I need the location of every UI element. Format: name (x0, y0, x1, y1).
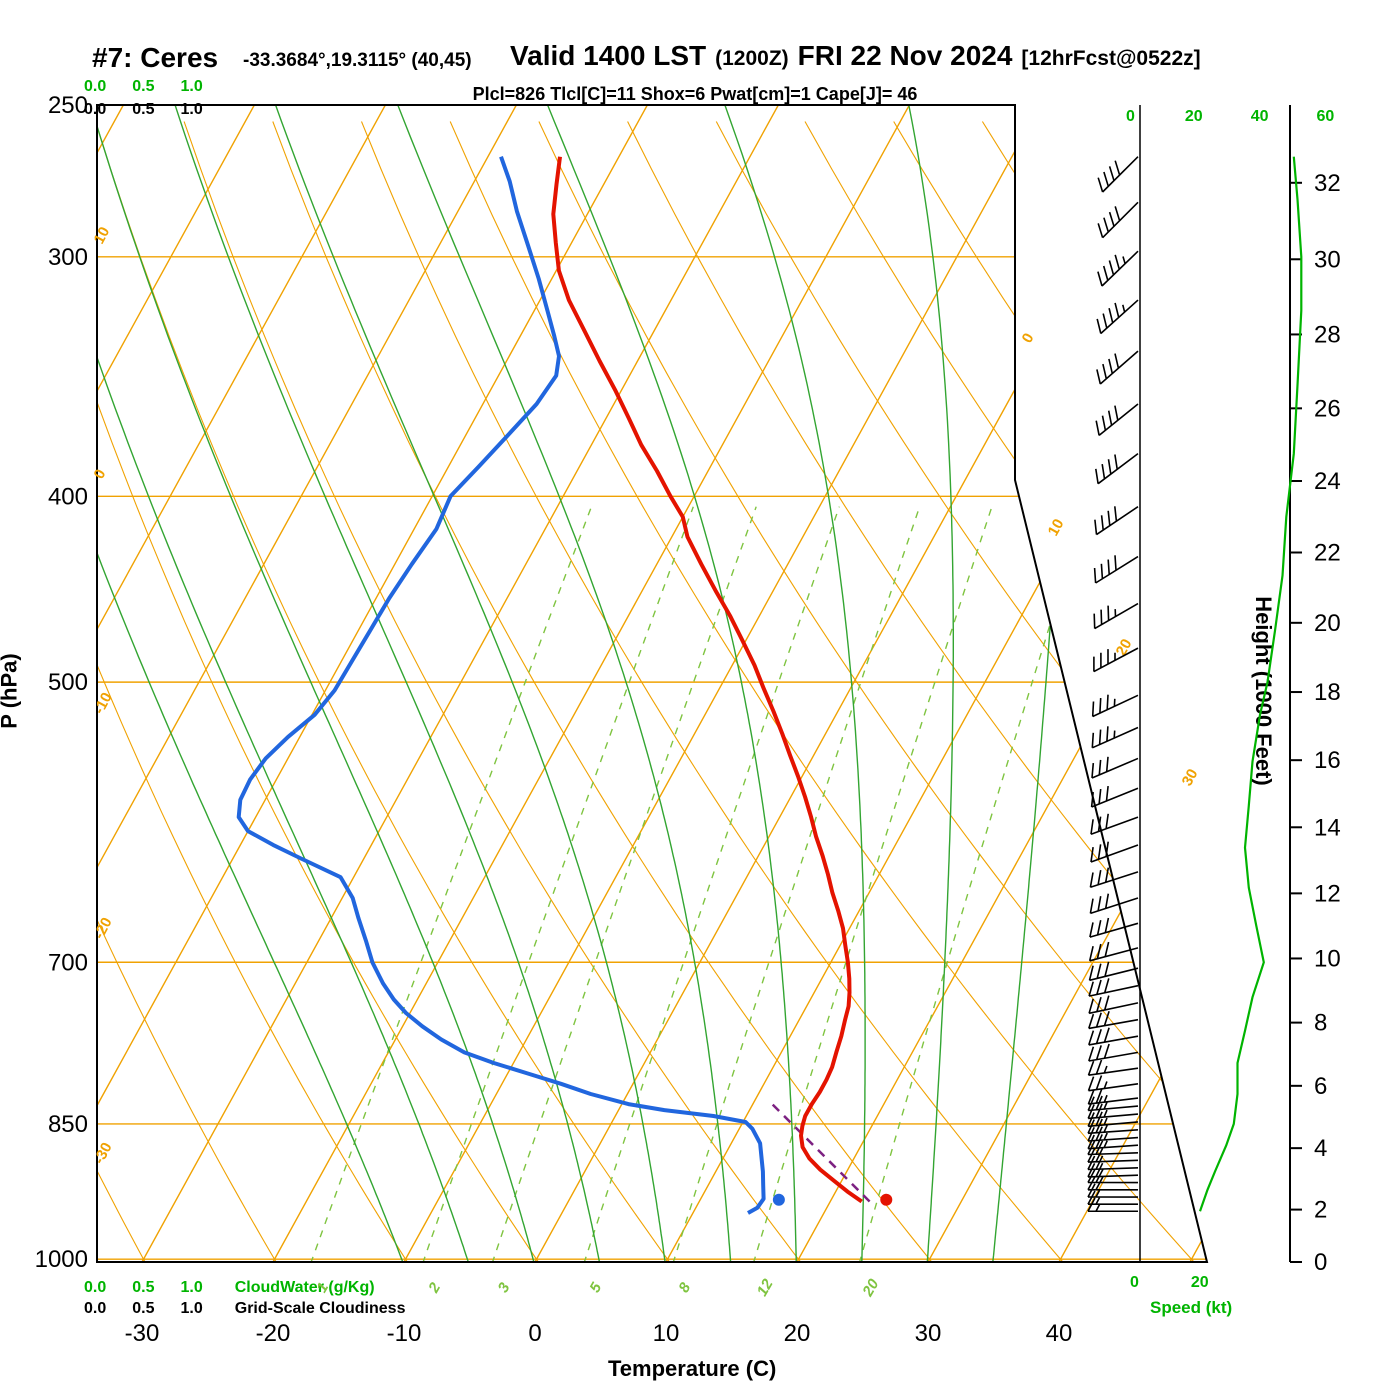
svg-text:2: 2 (1314, 1197, 1327, 1224)
cloudiness-axis-label: Grid-Scale Cloudiness (234, 1300, 406, 1317)
svg-text:22: 22 (1314, 539, 1341, 566)
speed-tick: 0 (1126, 108, 1135, 125)
svg-text:1: 1 (313, 1280, 332, 1296)
svg-text:10: 10 (1314, 945, 1341, 972)
speed-tick: 60 (1316, 108, 1335, 125)
svg-text:20: 20 (859, 1276, 883, 1300)
speed-tick: 20 (1184, 108, 1203, 125)
svg-text:400: 400 (48, 483, 88, 510)
wind-barbs (1087, 156, 1139, 1213)
svg-text:24: 24 (1314, 468, 1341, 495)
dewpoint-curve (236, 156, 766, 1215)
surface-temp-dot (880, 1193, 893, 1206)
cloudwater-axis-label: CloudWater (g/Kg) (234, 1279, 375, 1296)
cw-tick: 0.5 (132, 1279, 155, 1296)
svg-text:20: 20 (1314, 610, 1341, 637)
cw-tick: 1.0 (180, 1279, 203, 1296)
cs-tick: 1.0 (180, 1300, 203, 1317)
forecast-tag: [12hrFcst@0522z] (1021, 47, 1201, 70)
cw-tick: 1.0 (180, 78, 203, 95)
speed-scale-bottom: 0 20 (1130, 1274, 1209, 1292)
valid-time-block: Valid 1400 LST (1200Z) FRI 22 Nov 2024 [… (510, 40, 1201, 72)
svg-text:850: 850 (48, 1111, 88, 1138)
wind-speed-profile (1198, 156, 1303, 1212)
temperature-axis-label: Temperature (C) (608, 1356, 777, 1381)
svg-text:14: 14 (1314, 814, 1341, 841)
svg-text:-10: -10 (387, 1320, 422, 1347)
svg-text:-20: -20 (256, 1320, 291, 1347)
parcel-path (767, 1099, 871, 1203)
svg-text:-30: -30 (91, 1140, 116, 1167)
station-title: #7: Ceres (92, 42, 219, 73)
svg-text:30: 30 (915, 1320, 942, 1347)
speed-tick: 40 (1250, 108, 1269, 125)
surface-dewpoint-dot (772, 1193, 785, 1206)
svg-text:1000: 1000 (35, 1246, 88, 1273)
stability-indices: Plcl=826 Tlcl[C]=11 Shox=6 Pwat[cm]=1 Ca… (472, 84, 918, 104)
speed-tick: 20 (1190, 1274, 1209, 1291)
svg-text:16: 16 (1314, 747, 1341, 774)
station-coords: -33.3684°,19.3115° (40,45) (243, 50, 472, 71)
svg-text:40: 40 (1046, 1320, 1073, 1347)
svg-text:-10: -10 (91, 690, 116, 717)
svg-text:-20: -20 (91, 915, 116, 942)
cloudwater-scale-top: 0.0 0.5 1.0 (84, 78, 203, 96)
svg-text:26: 26 (1314, 395, 1341, 422)
speed-scale-top: 0 20 40 60 (1126, 108, 1334, 126)
valid-date: FRI 22 Nov 2024 (797, 40, 1013, 71)
svg-text:18: 18 (1314, 679, 1341, 706)
cw-tick: 0.0 (84, 1279, 107, 1296)
svg-text:28: 28 (1314, 321, 1341, 348)
speed-tick: 0 (1130, 1274, 1139, 1291)
svg-text:10: 10 (653, 1320, 680, 1347)
svg-text:20: 20 (784, 1320, 811, 1347)
svg-text:700: 700 (48, 949, 88, 976)
svg-text:12: 12 (754, 1276, 777, 1300)
speed-axis-label: Speed (kt) (1150, 1298, 1233, 1317)
svg-text:0: 0 (1019, 330, 1038, 346)
svg-text:12: 12 (1314, 880, 1341, 907)
svg-text:8: 8 (675, 1279, 694, 1295)
sounding-profiles (236, 156, 893, 1215)
cloudwater-scale-bottom: 0.0 0.5 1.0 CloudWater (g/Kg) (84, 1279, 375, 1297)
plot-boundary (96, 104, 1209, 1263)
svg-text:0: 0 (1314, 1249, 1327, 1276)
svg-text:0: 0 (528, 1320, 541, 1347)
svg-text:32: 32 (1314, 170, 1341, 197)
svg-text:-30: -30 (125, 1320, 160, 1347)
cw-tick: 0.0 (84, 78, 107, 95)
valid-zulu: (1200Z) (715, 47, 789, 70)
cs-tick: 0.5 (132, 1300, 155, 1317)
svg-text:0: 0 (91, 467, 110, 482)
svg-text:5: 5 (586, 1279, 605, 1295)
cs-tick: 0.0 (84, 1300, 107, 1317)
valid-time: Valid 1400 LST (510, 40, 707, 71)
svg-text:10: 10 (1045, 516, 1068, 539)
temperature-curve (551, 156, 863, 1204)
svg-text:250: 250 (48, 92, 88, 119)
svg-text:8: 8 (1314, 1010, 1327, 1037)
svg-text:2: 2 (425, 1279, 445, 1296)
svg-text:30: 30 (1179, 766, 1202, 789)
svg-text:3: 3 (495, 1279, 514, 1295)
cloudiness-scale-bottom: 0.0 0.5 1.0 Grid-Scale Cloudiness (84, 1300, 405, 1318)
svg-text:4: 4 (1314, 1135, 1327, 1162)
background-isolines (97, 105, 1207, 1262)
svg-text:30: 30 (1314, 246, 1341, 273)
svg-text:300: 300 (48, 244, 88, 271)
svg-text:500: 500 (48, 669, 88, 696)
cw-tick: 0.5 (132, 78, 155, 95)
svg-text:6: 6 (1314, 1073, 1327, 1100)
svg-text:10: 10 (91, 224, 114, 247)
